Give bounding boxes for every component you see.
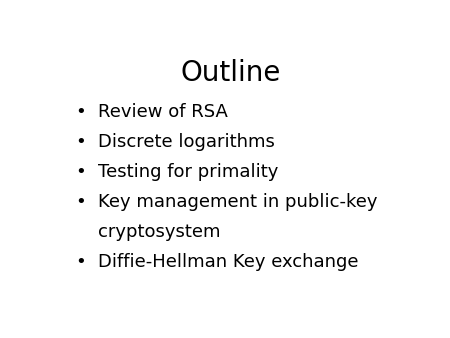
- Text: cryptosystem: cryptosystem: [98, 223, 220, 241]
- Text: •: •: [75, 193, 86, 211]
- Text: Discrete logarithms: Discrete logarithms: [98, 133, 275, 151]
- Text: •: •: [75, 253, 86, 271]
- Text: Diffie-Hellman Key exchange: Diffie-Hellman Key exchange: [98, 253, 359, 271]
- Text: Key management in public-key: Key management in public-key: [98, 193, 378, 211]
- Text: •: •: [75, 163, 86, 181]
- Text: •: •: [75, 133, 86, 151]
- Text: Outline: Outline: [180, 59, 281, 87]
- Text: Testing for primality: Testing for primality: [98, 163, 279, 181]
- Text: Review of RSA: Review of RSA: [98, 103, 228, 121]
- Text: •: •: [75, 103, 86, 121]
